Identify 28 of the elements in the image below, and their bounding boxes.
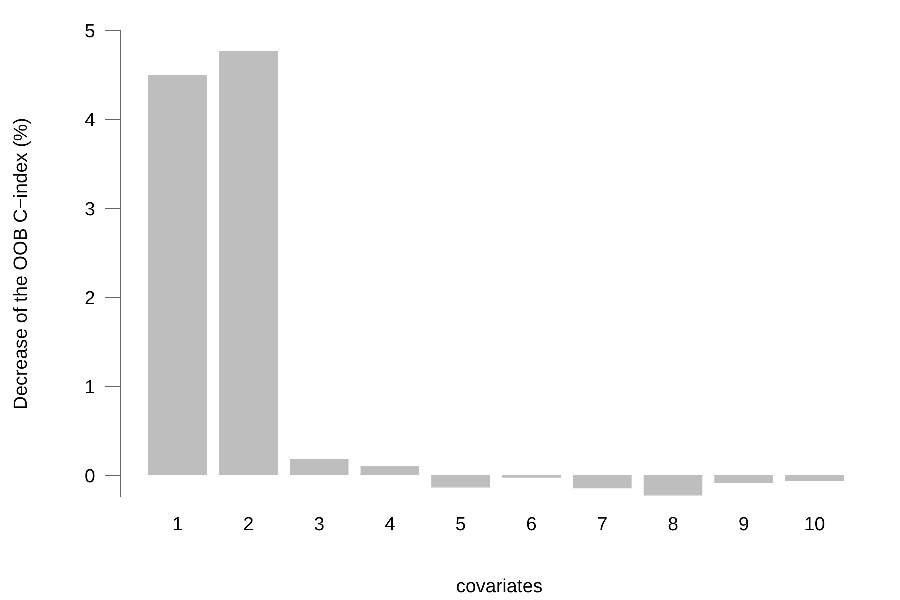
bar xyxy=(290,459,349,476)
bar xyxy=(502,475,562,478)
x-tick-label: 10 xyxy=(804,514,826,536)
bar xyxy=(432,475,490,488)
x-tick-label: 3 xyxy=(314,514,325,536)
y-tick-label: 1 xyxy=(84,377,96,398)
y-tick-label: 3 xyxy=(84,199,96,220)
y-tick-label: 0 xyxy=(84,466,96,488)
bar xyxy=(148,74,208,476)
y-tick-label: 4 xyxy=(84,110,96,132)
bar xyxy=(360,466,420,476)
x-tick-label: 6 xyxy=(526,514,537,536)
bar xyxy=(644,475,703,496)
bar xyxy=(219,50,278,476)
x-tick-label: 1 xyxy=(172,514,184,536)
x-tick-label: 9 xyxy=(738,514,750,536)
bar xyxy=(785,475,844,482)
bar xyxy=(714,475,774,484)
bar xyxy=(573,475,632,489)
x-tick-label: 4 xyxy=(384,514,396,536)
y-tick-label: 5 xyxy=(84,22,96,42)
x-tick-label: 7 xyxy=(597,514,608,536)
x-axis-title: covariates xyxy=(456,576,543,598)
x-tick-label: 5 xyxy=(456,514,466,536)
y-axis-title: Decrease of the OOB C−index (%) xyxy=(10,118,32,410)
x-tick-label: 2 xyxy=(243,514,254,536)
x-tick-label: 8 xyxy=(668,514,679,536)
y-tick-label: 2 xyxy=(84,288,96,310)
